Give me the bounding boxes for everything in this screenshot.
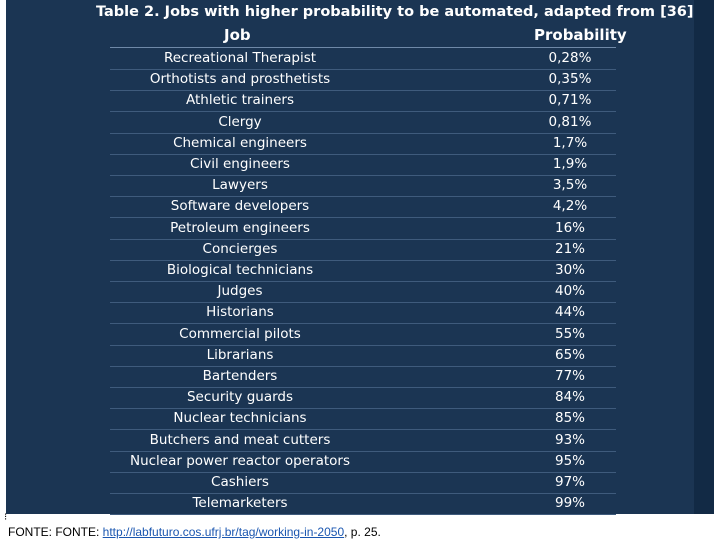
footer-prefix: FONTE: FONTE: — [8, 525, 103, 539]
table-row: Butchers and meat cutters 93% — [110, 430, 616, 452]
table-row: Lawyers 3,5% — [110, 175, 616, 198]
probability-cell: 99% — [554, 495, 585, 512]
job-cell: Clergy — [218, 113, 262, 130]
probability-cell: 21% — [554, 240, 585, 257]
table-row: Athletic trainers 0,71% — [110, 90, 616, 113]
table-row: Chemical engineers 1,7% — [110, 133, 616, 155]
table-row: Civil engineers 1,9% — [110, 154, 616, 176]
bullet-marker: ⁝ — [4, 512, 8, 523]
probability-cell: 44% — [554, 304, 585, 321]
footer-suffix: , p. 25. — [344, 525, 381, 539]
probability-cell: 93% — [554, 431, 585, 448]
probability-cell: 55% — [554, 325, 585, 342]
job-cell: Software developers — [170, 198, 310, 215]
source-link[interactable]: http://labfuturo.cos.ufrj.br/tag/working… — [102, 525, 345, 539]
job-cell: Historians — [206, 304, 274, 321]
table-row: Nuclear technicians 85% — [110, 408, 616, 431]
job-cell: Librarians — [206, 346, 274, 363]
probability-cell: 0,28% — [548, 50, 592, 66]
table-row: Biological technicians 30% — [110, 260, 616, 282]
job-cell: Butchers and meat cutters — [149, 431, 331, 448]
column-header-job: Job — [224, 26, 251, 44]
probability-cell: 0,71% — [548, 92, 592, 109]
job-cell: Nuclear technicians — [173, 410, 307, 427]
table-row: Clergy 0,81% — [110, 112, 616, 134]
job-cell: Cashiers — [211, 474, 269, 490]
probability-cell: 65% — [554, 346, 585, 363]
probability-cell: 0,81% — [548, 113, 592, 130]
column-header-probability: Probability — [534, 26, 627, 44]
table-row: Petroleum engineers 16% — [110, 218, 616, 240]
table-row: Judges 40% — [110, 281, 616, 304]
job-cell: Concierges — [202, 240, 278, 257]
probability-cell: 30% — [554, 262, 585, 278]
job-cell: Civil engineers — [190, 156, 290, 172]
table-row: Telemarketers 99% — [110, 493, 616, 516]
job-cell: Recreational Therapist — [163, 50, 317, 66]
table-row: Historians 44% — [110, 302, 616, 325]
table-row: Software developers 4,2% — [110, 196, 616, 219]
table-row: Commercial pilots 55% — [110, 324, 616, 346]
job-cell: Chemical engineers — [173, 134, 307, 151]
table-row: Cashiers 97% — [110, 472, 616, 494]
job-cell: Commercial pilots — [179, 325, 301, 342]
table-panel: Table 2. Jobs with higher probability to… — [6, 0, 714, 516]
job-cell: Nuclear power reactor operators — [129, 452, 350, 469]
header-divider — [110, 47, 616, 48]
probability-cell: 97% — [554, 474, 585, 490]
table-row: Orthotists and prosthetists 0,35% — [110, 69, 616, 92]
probability-cell: 1,7% — [552, 134, 588, 151]
table-caption: Table 2. Jobs with higher probability to… — [96, 4, 700, 20]
probability-cell: 4,2% — [552, 198, 588, 215]
table-row: Security guards 84% — [110, 387, 616, 410]
probability-cell: 1,9% — [552, 156, 588, 172]
table-row: Concierges 21% — [110, 239, 616, 261]
probability-cell: 0,35% — [548, 71, 592, 88]
job-cell: Biological technicians — [166, 262, 314, 278]
probability-cell: 95% — [554, 452, 585, 469]
table-row: Recreational Therapist 0,28% — [110, 48, 616, 70]
job-cell: Petroleum engineers — [170, 219, 310, 236]
table-row: Nuclear power reactor operators 95% — [110, 451, 616, 473]
source-footer: FONTE: FONTE: http://labfuturo.cos.ufrj.… — [8, 525, 381, 539]
job-cell: Telemarketers — [192, 495, 288, 512]
job-cell: Security guards — [186, 389, 294, 406]
probability-cell: 3,5% — [552, 177, 588, 194]
probability-cell: 77% — [554, 368, 585, 384]
probability-cell: 40% — [554, 283, 585, 300]
job-cell: Lawyers — [212, 177, 268, 194]
job-cell: Athletic trainers — [186, 92, 294, 109]
table-row: Bartenders 77% — [110, 366, 616, 388]
probability-cell: 85% — [554, 410, 585, 427]
probability-cell: 16% — [554, 219, 585, 236]
job-cell: Judges — [217, 283, 263, 300]
job-cell: Bartenders — [202, 368, 278, 384]
probability-cell: 84% — [554, 389, 585, 406]
job-cell: Orthotists and prosthetists — [149, 71, 331, 88]
table-row: Librarians 65% — [110, 345, 616, 367]
side-strip — [694, 0, 714, 514]
